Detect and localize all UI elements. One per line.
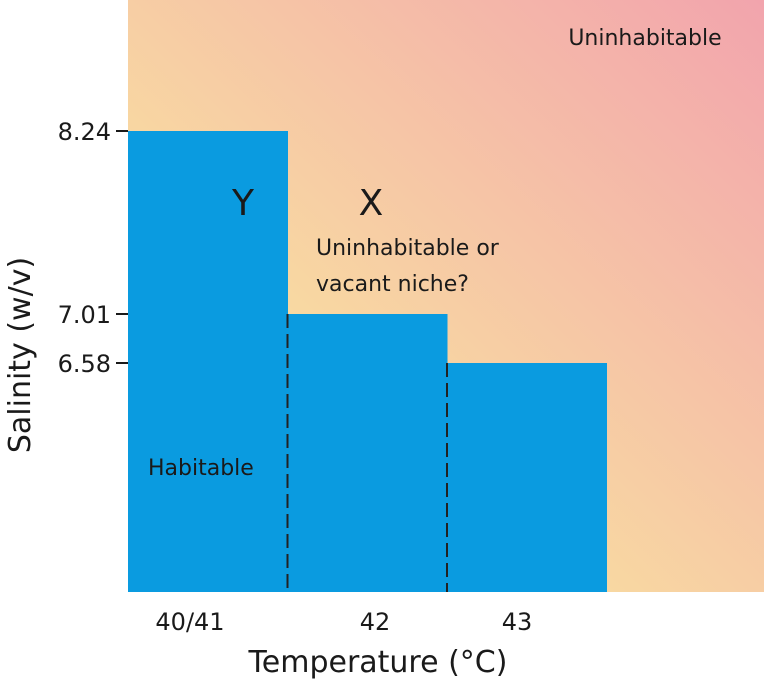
bar-42 (287, 314, 448, 592)
x-tick-label: 42 (360, 608, 391, 636)
niche-label-line1: Uninhabitable or (316, 236, 500, 261)
x-axis-title: Temperature (°C) (248, 645, 508, 680)
bar-40-41 (128, 131, 288, 592)
bars-group (128, 131, 607, 592)
uninhabitable-label: Uninhabitable (568, 26, 721, 51)
bar-43 (447, 363, 607, 592)
y-tick-label: 7.01 (58, 301, 111, 329)
y-marker-label: Y (231, 183, 255, 224)
y-tick-label: 6.58 (58, 350, 111, 378)
y-ticks-group: 8.24 7.01 6.58 (58, 118, 128, 378)
x-ticks-group: 40/41 42 43 (155, 608, 532, 636)
niche-label-line2: vacant niche? (316, 272, 469, 297)
habitable-label: Habitable (148, 456, 254, 481)
x-marker-label: X (359, 183, 384, 224)
y-axis-title: Salinity (w/v) (3, 257, 38, 453)
x-tick-label: 43 (502, 608, 533, 636)
x-tick-label: 40/41 (155, 608, 224, 636)
y-tick-label: 8.24 (58, 118, 111, 146)
